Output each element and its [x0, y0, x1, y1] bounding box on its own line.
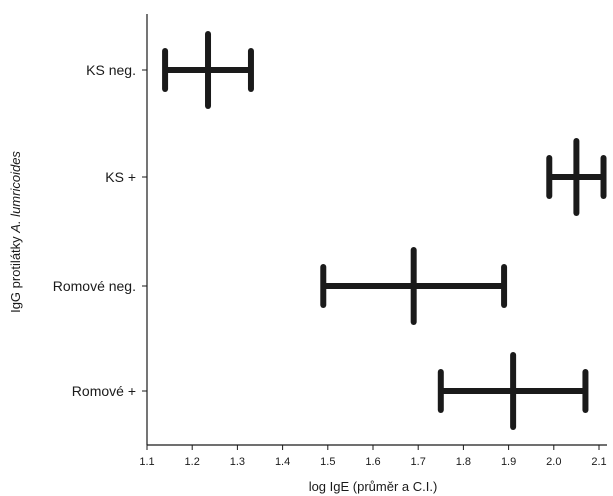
x-tick-label: 2.1	[591, 456, 606, 468]
axes: 1.1 1.2 1.3 1.4 1.5 1.6 1.7 1.8 1.9 2.0 2.1 KS neg.…	[53, 14, 607, 468]
x-tick-label: 1.6	[365, 456, 380, 468]
x-tick-label: 1.8	[456, 456, 471, 468]
y-axis-title-main: IgG protilátky	[8, 233, 23, 313]
x-tick-label: 1.9	[501, 456, 516, 468]
x-tick-label: 1.2	[185, 456, 200, 468]
x-axis-title: log IgE (průměr a C.I.)	[309, 479, 438, 494]
plot-marks	[165, 34, 603, 427]
y-category-label: Romové +	[72, 383, 136, 399]
x-tick-label: 2.0	[546, 456, 561, 468]
y-category-label: KS +	[105, 169, 136, 185]
x-tick-label: 1.5	[320, 456, 335, 468]
y-category-label: KS neg.	[86, 62, 136, 78]
y-category-label: Romové neg.	[53, 278, 136, 294]
x-tick-label: 1.1	[139, 456, 154, 468]
y-axis-title: IgG protilátky A. lumricoides	[8, 151, 23, 313]
x-tick-label: 1.3	[230, 456, 245, 468]
x-tick-label: 1.7	[411, 456, 426, 468]
y-axis-title-italic: A. lumricoides	[8, 151, 23, 234]
x-tick-label: 1.4	[275, 456, 290, 468]
